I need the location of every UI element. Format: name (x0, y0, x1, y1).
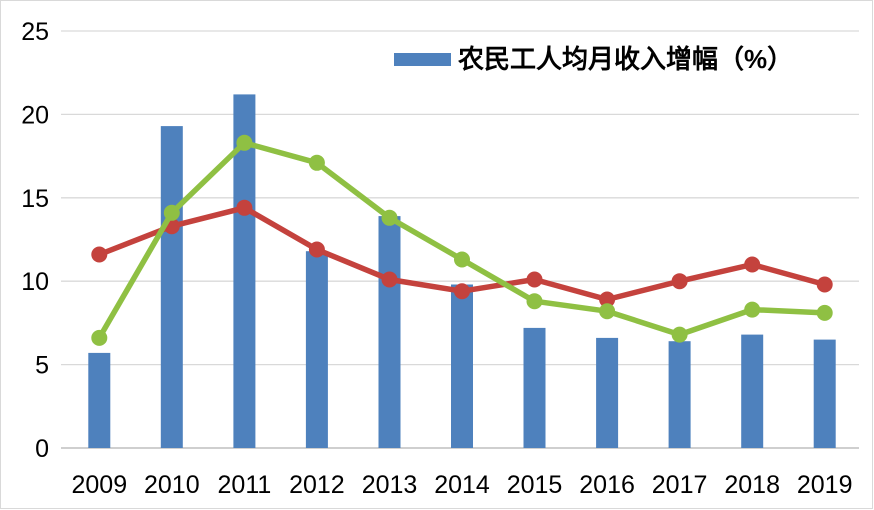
y-tick-15: 15 (21, 185, 49, 213)
marker-line-red-2019 (816, 276, 833, 293)
marker-line-green-2013 (381, 209, 398, 226)
marker-line-red-2018 (744, 256, 761, 273)
bar-2014 (451, 284, 473, 448)
marker-line-red-2012 (308, 241, 325, 258)
legend-swatch-icon (394, 52, 451, 66)
bar-2009 (88, 352, 111, 448)
x-tick-2011: 2011 (218, 471, 272, 499)
x-tick-2019: 2019 (797, 471, 853, 499)
y-tick-20: 20 (21, 101, 49, 129)
x-tick-2009: 2009 (71, 471, 127, 499)
marker-line-red-2017 (671, 273, 688, 290)
y-tick-10: 10 (21, 268, 49, 296)
marker-line-green-2010 (163, 204, 180, 221)
x-tick-2017: 2017 (652, 471, 708, 499)
x-tick-2013: 2013 (362, 471, 418, 499)
bar-2012 (305, 251, 328, 448)
marker-line-green-2012 (308, 154, 325, 171)
marker-line-green-2016 (599, 303, 616, 320)
bar-2013 (378, 216, 401, 448)
marker-line-red-2014 (454, 283, 470, 300)
x-tick-2010: 2010 (144, 471, 200, 499)
marker-line-green-2014 (454, 251, 470, 268)
marker-line-red-2013 (381, 271, 398, 288)
marker-line-green-2011 (236, 134, 253, 151)
bar-2018 (741, 334, 764, 448)
marker-line-red-2011 (236, 199, 253, 216)
marker-line-green-2009 (91, 329, 108, 346)
marker-line-green-2019 (816, 304, 833, 321)
x-tick-2016: 2016 (579, 471, 635, 499)
marker-line-green-2017 (671, 326, 688, 343)
legend: 农民工人均月收入增幅（%） (394, 43, 793, 75)
y-tick-5: 5 (35, 352, 49, 380)
bar-2011 (233, 94, 256, 449)
bar-2015 (523, 327, 546, 448)
y-tick-0: 0 (35, 435, 49, 463)
marker-line-green-2015 (526, 293, 543, 310)
bar-2010 (160, 126, 183, 448)
marker-line-green-2018 (744, 301, 761, 318)
marker-line-red-2016 (599, 291, 616, 308)
bar-2017 (668, 341, 691, 448)
bar-2019 (813, 339, 836, 448)
marker-line-red-2015 (526, 271, 543, 288)
x-tick-2014: 2014 (434, 471, 490, 499)
bar-2016 (596, 337, 619, 448)
x-tick-2015: 2015 (507, 471, 563, 499)
x-tick-2012: 2012 (289, 471, 345, 499)
legend-label: 农民工人均月收入增幅（%） (458, 44, 794, 74)
y-tick-25: 25 (21, 18, 49, 46)
marker-line-red-2009 (91, 246, 108, 263)
x-tick-2018: 2018 (724, 471, 780, 499)
